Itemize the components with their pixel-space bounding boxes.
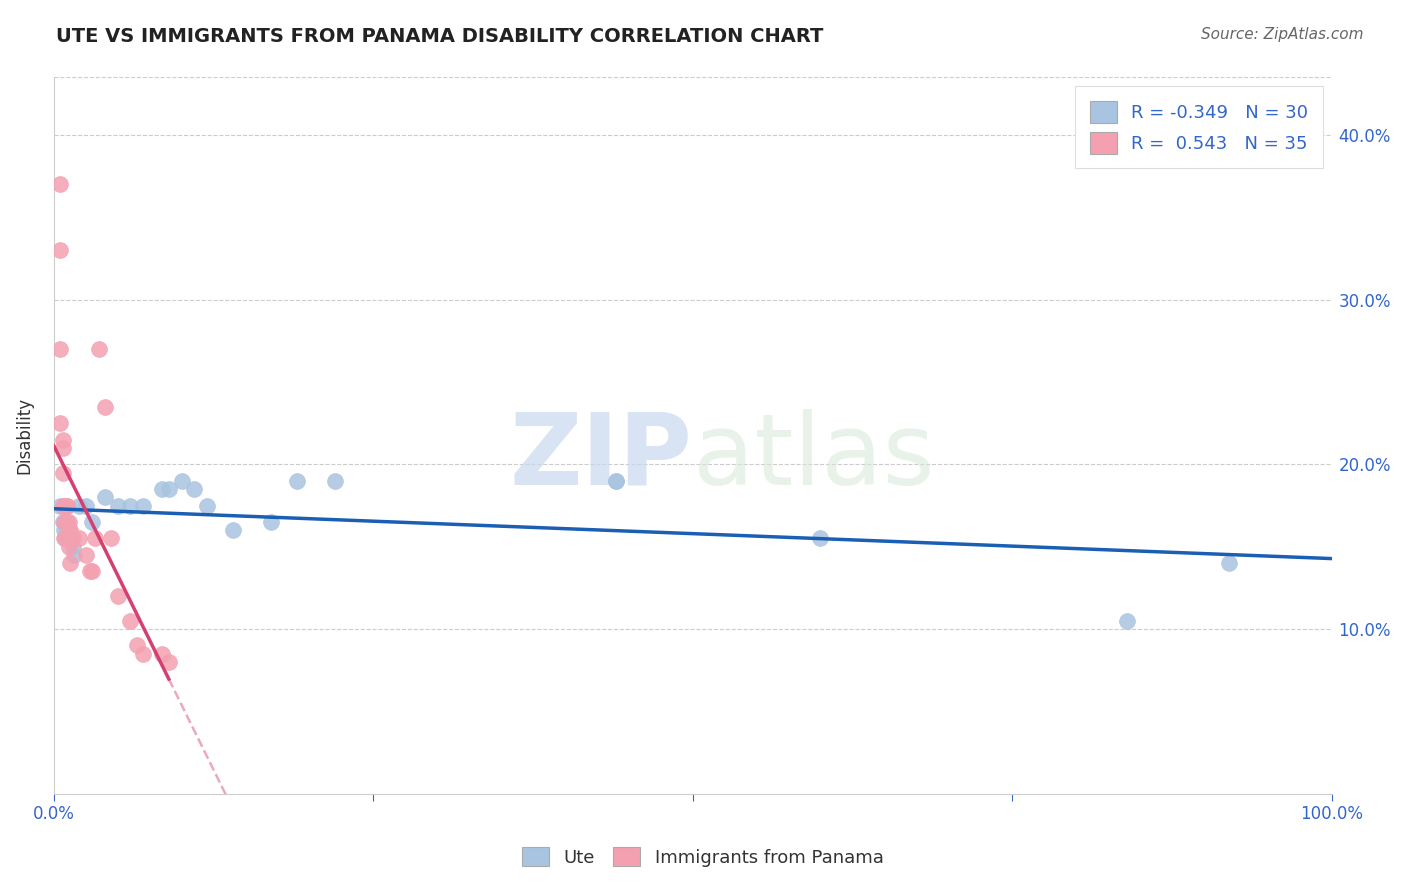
Point <box>132 647 155 661</box>
Point <box>62 540 84 554</box>
Point <box>285 474 308 488</box>
Point <box>222 523 245 537</box>
Point <box>58 532 80 546</box>
Text: ZIP: ZIP <box>510 409 693 506</box>
Point <box>1218 556 1240 570</box>
Point <box>53 532 76 546</box>
Point <box>55 532 77 546</box>
Point <box>55 523 77 537</box>
Point <box>49 178 72 192</box>
Point <box>58 515 80 529</box>
Point <box>59 556 82 570</box>
Point <box>79 565 101 579</box>
Point <box>52 466 75 480</box>
Point <box>605 474 627 488</box>
Point <box>125 639 148 653</box>
Text: atlas: atlas <box>693 409 935 506</box>
Point <box>53 515 76 529</box>
Point <box>55 499 77 513</box>
Point <box>82 515 104 529</box>
Point <box>120 499 142 513</box>
Point <box>195 499 218 513</box>
Point <box>53 532 76 546</box>
Point <box>132 499 155 513</box>
Point <box>63 548 86 562</box>
Point <box>157 482 180 496</box>
Point <box>53 499 76 513</box>
Point <box>94 491 117 505</box>
Point <box>183 482 205 496</box>
Point <box>59 523 82 537</box>
Point <box>152 482 174 496</box>
Point <box>53 523 76 537</box>
Point <box>810 532 832 546</box>
Point <box>82 565 104 579</box>
Point <box>152 647 174 661</box>
Point <box>55 515 77 529</box>
Text: UTE VS IMMIGRANTS FROM PANAMA DISABILITY CORRELATION CHART: UTE VS IMMIGRANTS FROM PANAMA DISABILITY… <box>56 27 824 45</box>
Point <box>52 515 75 529</box>
Point <box>323 474 346 488</box>
Point <box>58 523 80 537</box>
Point <box>87 342 110 356</box>
Point <box>58 540 80 554</box>
Point <box>52 433 75 447</box>
Point <box>120 614 142 628</box>
Point <box>1116 614 1139 628</box>
Point <box>605 474 627 488</box>
Legend: R = -0.349   N = 30, R =  0.543   N = 35: R = -0.349 N = 30, R = 0.543 N = 35 <box>1076 87 1323 169</box>
Point <box>59 532 82 546</box>
Point <box>157 655 180 669</box>
Point <box>49 342 72 356</box>
Point <box>83 532 105 546</box>
Point <box>67 532 90 546</box>
Point <box>49 416 72 430</box>
Point <box>107 589 129 603</box>
Point <box>67 499 90 513</box>
Point <box>62 532 84 546</box>
Point <box>170 474 193 488</box>
Point <box>52 441 75 455</box>
Point <box>55 499 77 513</box>
Point <box>52 499 75 513</box>
Point <box>94 400 117 414</box>
Point <box>107 499 129 513</box>
Legend: Ute, Immigrants from Panama: Ute, Immigrants from Panama <box>515 840 891 874</box>
Point <box>75 499 97 513</box>
Y-axis label: Disability: Disability <box>15 397 32 475</box>
Point <box>260 515 283 529</box>
Point <box>100 532 122 546</box>
Point <box>75 548 97 562</box>
Text: Source: ZipAtlas.com: Source: ZipAtlas.com <box>1201 27 1364 42</box>
Point <box>49 244 72 258</box>
Point <box>49 499 72 513</box>
